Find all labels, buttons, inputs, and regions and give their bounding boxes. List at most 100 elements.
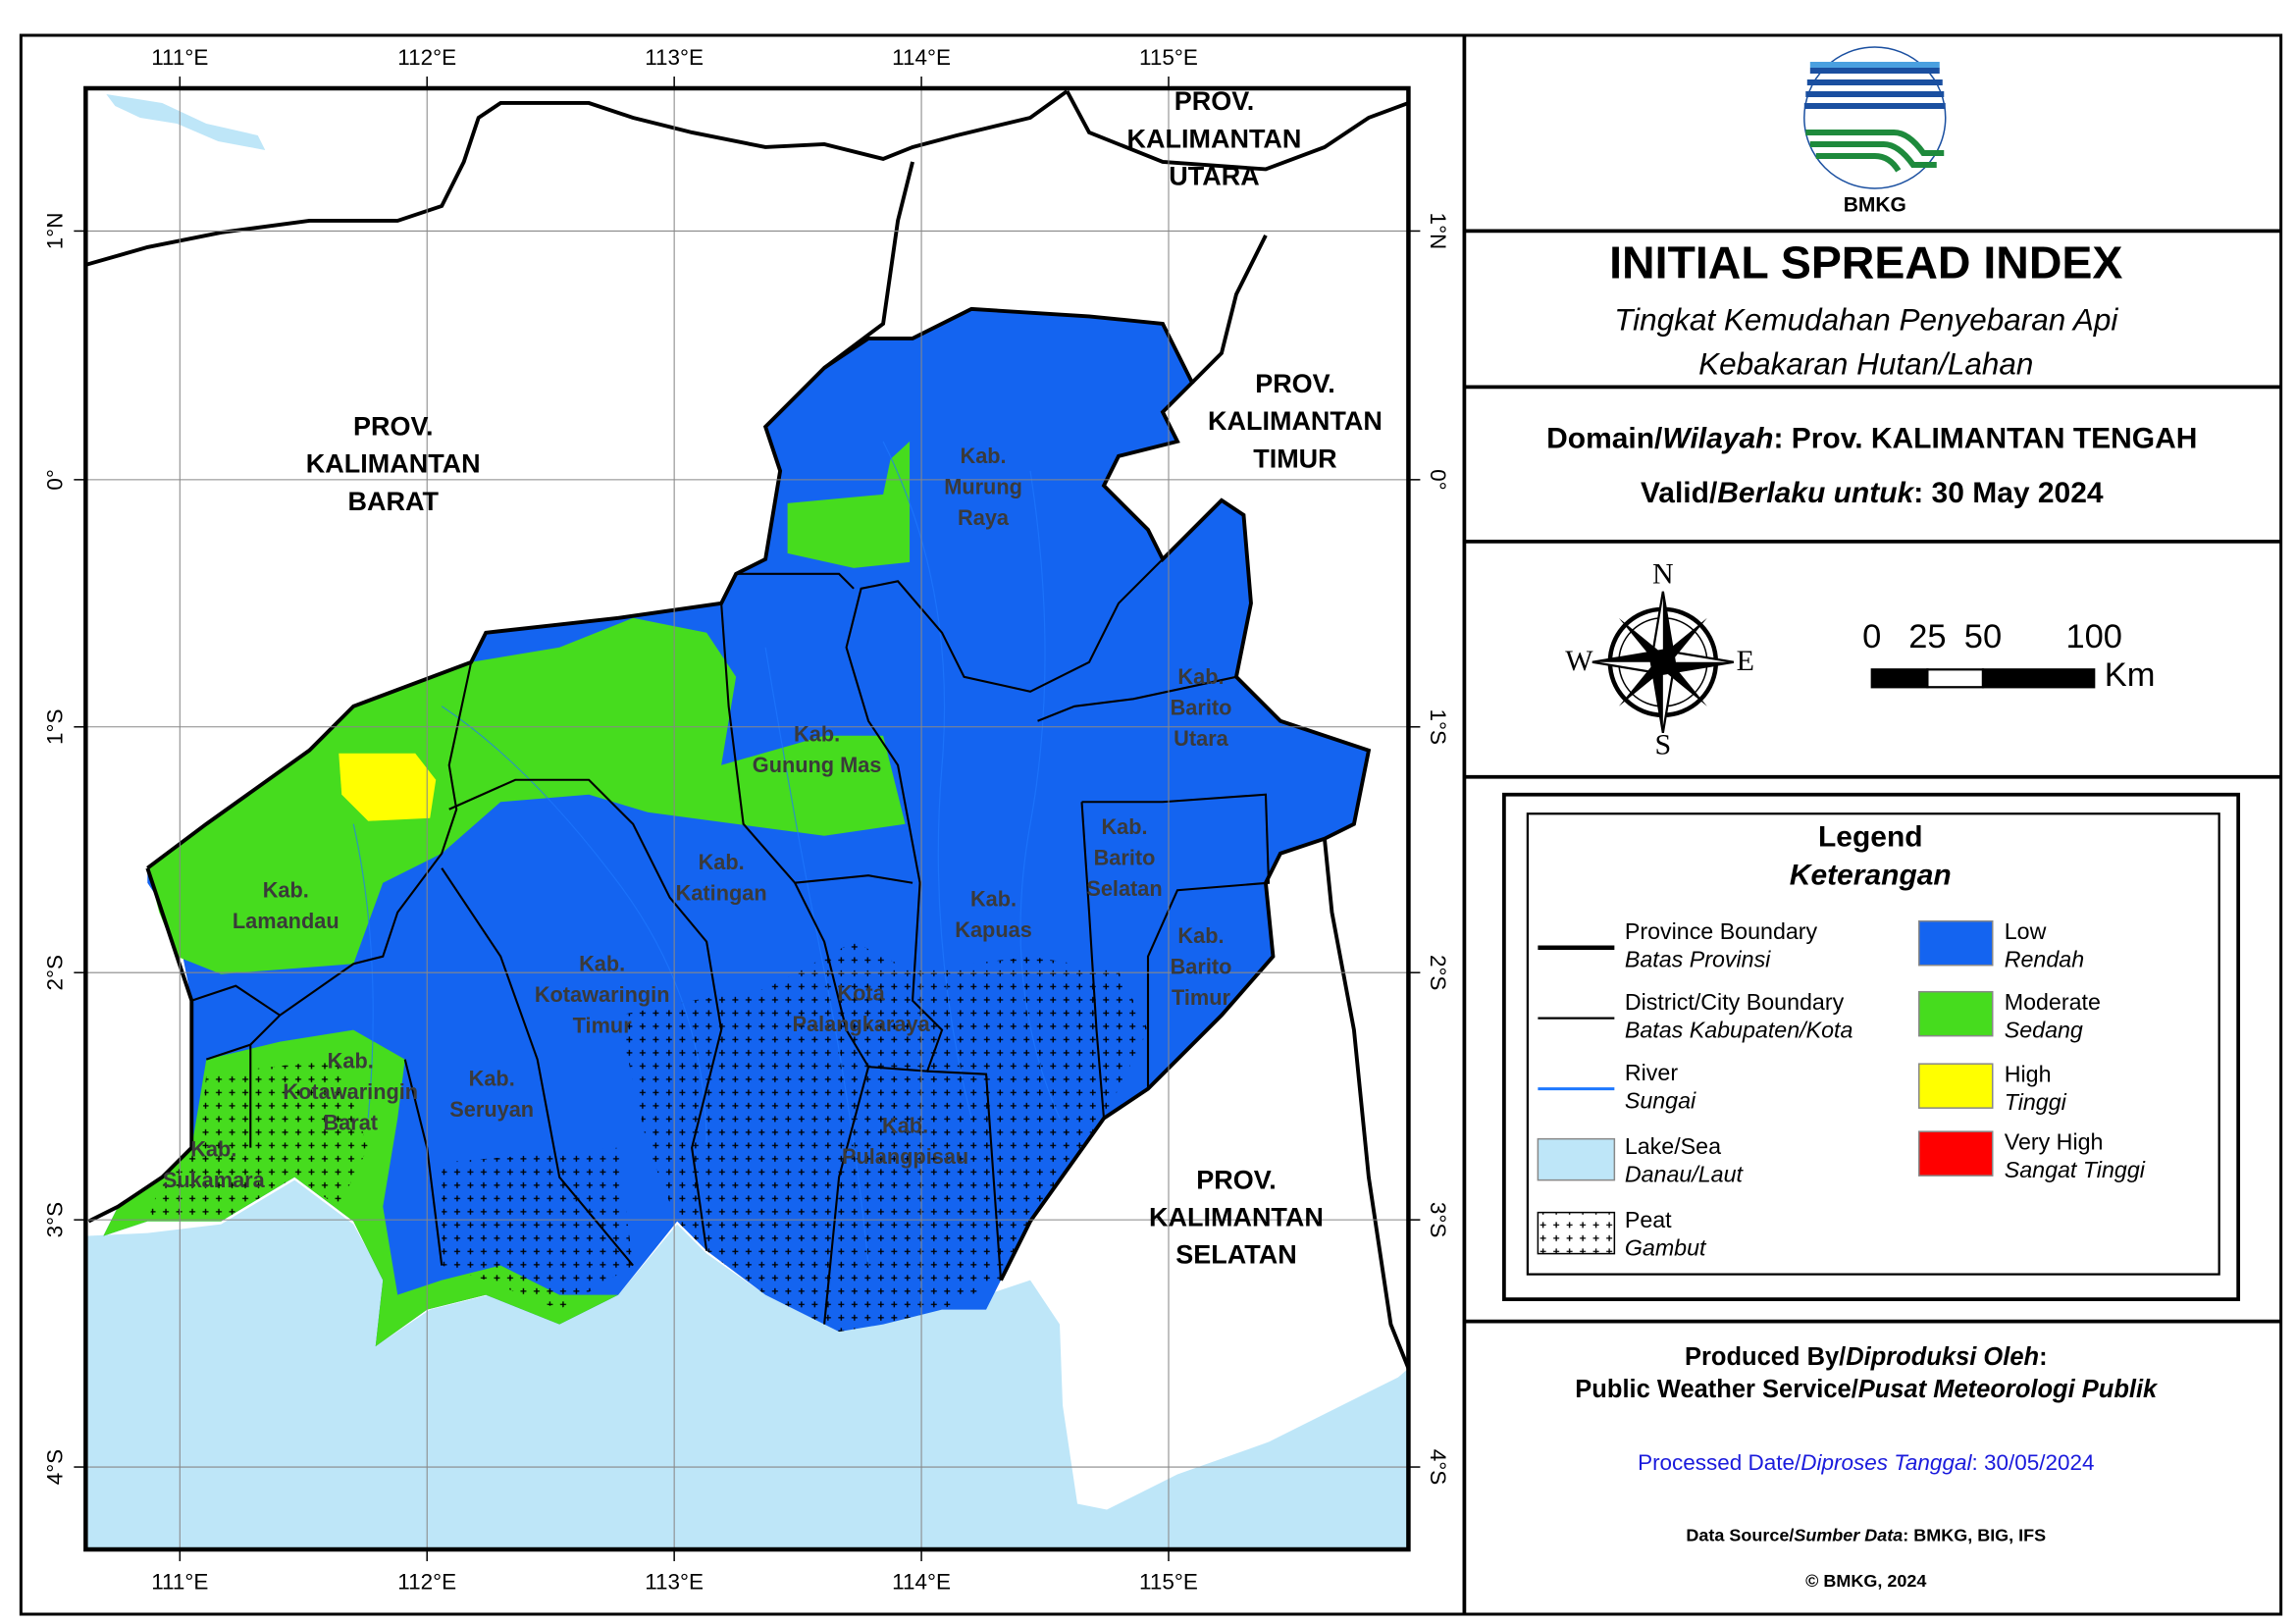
province-label: PROV. [1174, 86, 1255, 116]
legend-sublabel: Sungai [1625, 1087, 1696, 1113]
text-part: Processed Date/ [1638, 1450, 1801, 1475]
district-label: Murung [944, 475, 1022, 499]
district-label: Kab. [263, 877, 309, 902]
valid-date: Valid/Berlaku untuk: 30 May 2024 [1641, 477, 2104, 509]
legend-inner-box [1526, 812, 2220, 1276]
latitude-label: 4°S [42, 1449, 67, 1486]
map-body: PROV. KALIMANTAN UTARA PROV. KALIMANTAN BARAT… [85, 86, 1409, 1550]
province-line [1323, 838, 1409, 1370]
logo-stripes [1803, 67, 1946, 109]
longitude-label: 112°E [397, 45, 456, 70]
latitude-label: 0° [1426, 469, 1450, 490]
moderate-area [787, 441, 911, 568]
district-label: Kab. [579, 951, 625, 975]
legend-sublabel: Sangat Tinggi [2005, 1157, 2146, 1182]
district-label: Pulangpisau [842, 1144, 968, 1169]
province-label: PROV. [1255, 369, 1334, 398]
district-label: Kab. [882, 1113, 928, 1137]
legend-label: Low [2005, 918, 2047, 944]
text-part: Berlaku untuk [1717, 477, 1914, 509]
text-part: Sumber Data [1794, 1525, 1903, 1544]
map-labels: PROV. KALIMANTAN UTARA PROV. KALIMANTAN BARAT… [163, 86, 1383, 1270]
province-label: KALIMANTAN [306, 449, 481, 479]
logo-text: BMKG [1844, 193, 1906, 216]
district-label: Timur [1172, 985, 1231, 1010]
district-line [720, 558, 1164, 1073]
legend-label: Very High [2005, 1128, 2104, 1154]
longitude-label: 115°E [1139, 1569, 1198, 1594]
district-label: Kota [837, 980, 885, 1005]
latitude-label: 3°S [1426, 1202, 1450, 1238]
district-line [736, 572, 855, 590]
district-line [1081, 793, 1271, 1089]
district-line [1037, 675, 1237, 722]
producer: Public Weather Service/Pusat Meteorologi… [1575, 1376, 2159, 1403]
subtitle: Tingkat Kemudahan Penyebaran Api [1614, 302, 2118, 338]
title: INITIAL SPREAD INDEX [1609, 237, 2122, 288]
scale-tick-label: 25 [1908, 618, 1946, 655]
legend-label: High [2005, 1061, 2052, 1086]
latitude-label: 3°S [42, 1202, 67, 1238]
province-label: KALIMANTAN [1127, 124, 1302, 153]
legend-symbol [1537, 1137, 1616, 1181]
province-line [1190, 235, 1268, 385]
north-arrow: N S E W [1565, 558, 1754, 761]
produced-by: Produced By/Diproduksi Oleh: [1685, 1343, 2048, 1371]
moderate-area [147, 617, 906, 974]
district-label: Lamandau [233, 909, 339, 933]
river [764, 647, 869, 1266]
district-line [448, 778, 723, 1251]
scale-bar: 0 25 50 100 [1862, 618, 2122, 689]
district-label: Utara [1174, 726, 1228, 751]
province-label: PROV. [353, 411, 433, 441]
map-frame [83, 85, 1411, 1552]
district-label: Selatan [1086, 876, 1162, 901]
legend-symbol [1537, 1211, 1616, 1255]
province-line [822, 161, 914, 370]
latitude-label: 1°S [42, 709, 67, 746]
legend-label: Province Boundary [1625, 918, 1818, 944]
longitude-label: 114°E [892, 1569, 951, 1594]
province-label: UTARA [1169, 162, 1259, 191]
district-label: Kapuas [955, 917, 1032, 942]
district-label: Raya [958, 505, 1010, 530]
district-label: Kab. [699, 850, 745, 874]
province-label: SELATAN [1175, 1240, 1296, 1270]
district-label: Kab. [469, 1066, 515, 1090]
text-part: Valid/ [1641, 477, 1718, 509]
copyright: © BMKG, 2024 [1805, 1571, 1926, 1591]
domain: Domain/Wilayah: Prov. KALIMANTAN TENGAH [1546, 422, 2197, 454]
legend-title: Legend [1818, 821, 1923, 854]
text-part: Data Source/ [1686, 1525, 1794, 1544]
province-line [146, 306, 1372, 1282]
longitude-label: 113°E [645, 45, 704, 70]
processed-date: Processed Date/Diproses Tanggal: 30/05/2… [1638, 1450, 2094, 1475]
text-part: : Prov. KALIMANTAN TENGAH [1773, 422, 2197, 454]
legend-swatch [1918, 990, 1994, 1037]
province-label: KALIMANTAN [1208, 406, 1383, 436]
district-label: Gunung Mas [753, 753, 882, 777]
latitude-label: 1°N [42, 213, 67, 250]
scale-segment [1981, 668, 2096, 689]
sea [85, 1179, 1409, 1550]
district-label: Palangkaraya [793, 1012, 931, 1036]
scale-segment [1870, 668, 1929, 689]
province-line [1065, 90, 1409, 172]
longitude-label: 112°E [397, 1569, 456, 1594]
longitude-label: 114°E [892, 45, 951, 70]
compass-s: S [1654, 729, 1671, 761]
footer: Produced By/Diproduksi Oleh: Public Weath… [1575, 1343, 2159, 1591]
longitude-label: 111°E [151, 45, 208, 70]
legend-swatch [1918, 919, 1994, 967]
legend-sublabel: Batas Provinsi [1625, 946, 1771, 971]
legend-label: Moderate [2005, 989, 2101, 1015]
legend-sublabel: Batas Kabupaten/Kota [1625, 1017, 1853, 1042]
legend-label: Lake/Sea [1625, 1133, 1721, 1159]
graticule [85, 87, 1409, 1550]
latitude-label: 0° [42, 469, 67, 490]
text-part: Diproses Tanggal [1800, 1450, 1972, 1475]
compass-n: N [1652, 558, 1674, 591]
district-label: Kab. [794, 722, 840, 747]
text-part: Wilayah [1662, 422, 1773, 454]
